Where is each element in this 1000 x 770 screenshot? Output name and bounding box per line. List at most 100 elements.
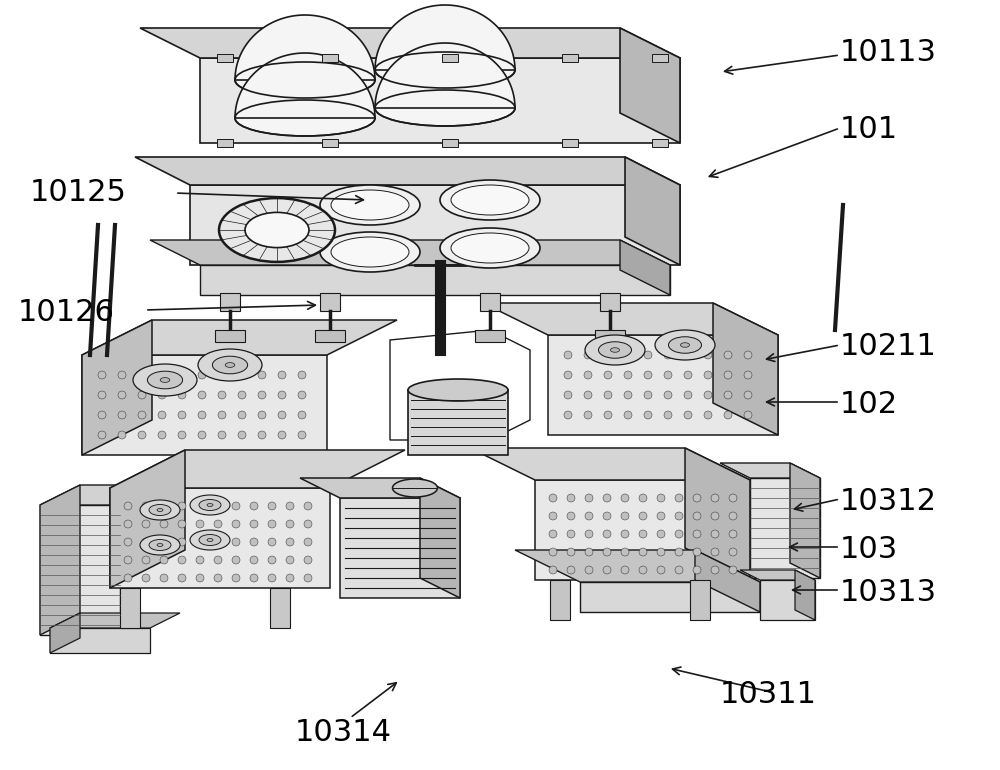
Circle shape [298,431,306,439]
Circle shape [549,566,557,574]
Bar [480,293,500,311]
Circle shape [250,556,258,564]
Bar [120,588,140,628]
Circle shape [644,391,652,399]
Circle shape [603,512,611,520]
Ellipse shape [199,500,221,511]
Ellipse shape [190,495,230,515]
Circle shape [603,530,611,538]
Circle shape [704,391,712,399]
Circle shape [268,556,276,564]
Circle shape [624,411,632,419]
Polygon shape [150,240,670,265]
Circle shape [160,520,168,528]
Polygon shape [760,580,815,620]
Polygon shape [535,480,750,580]
Circle shape [744,411,752,419]
Circle shape [258,431,266,439]
Ellipse shape [190,530,230,550]
Circle shape [298,411,306,419]
Circle shape [603,548,611,556]
Circle shape [232,574,240,582]
Circle shape [238,371,246,379]
Circle shape [304,520,312,528]
Circle shape [729,512,737,520]
Ellipse shape [235,100,375,136]
Circle shape [693,512,701,520]
Circle shape [304,502,312,510]
Polygon shape [110,488,330,588]
Polygon shape [190,185,680,265]
Ellipse shape [668,336,702,353]
Bar [220,293,240,311]
Circle shape [250,502,258,510]
Ellipse shape [140,500,180,520]
Polygon shape [795,570,815,620]
Circle shape [549,530,557,538]
Circle shape [98,411,106,419]
Circle shape [684,351,692,359]
Circle shape [268,502,276,510]
Polygon shape [82,320,397,355]
Polygon shape [40,485,80,635]
Polygon shape [200,265,670,295]
Circle shape [729,494,737,502]
Ellipse shape [140,535,180,555]
Ellipse shape [219,198,335,262]
Circle shape [142,574,150,582]
Circle shape [564,411,572,419]
Ellipse shape [320,232,420,272]
Circle shape [704,351,712,359]
Circle shape [278,391,286,399]
Circle shape [711,530,719,538]
Circle shape [604,371,612,379]
Circle shape [258,411,266,419]
Text: 103: 103 [840,535,898,564]
Circle shape [567,548,575,556]
Circle shape [657,494,665,502]
Circle shape [624,371,632,379]
Circle shape [639,548,647,556]
Polygon shape [235,15,375,80]
Polygon shape [375,43,515,108]
Polygon shape [720,463,820,478]
Ellipse shape [149,504,171,515]
Circle shape [124,556,132,564]
Circle shape [564,351,572,359]
Circle shape [585,494,593,502]
Circle shape [567,530,575,538]
Circle shape [142,502,150,510]
Bar [690,580,710,620]
Ellipse shape [149,540,171,551]
Circle shape [657,566,665,574]
Polygon shape [483,303,778,335]
Circle shape [178,502,186,510]
Circle shape [278,411,286,419]
Circle shape [158,431,166,439]
Circle shape [118,431,126,439]
Circle shape [584,411,592,419]
Polygon shape [420,478,460,598]
Ellipse shape [655,330,715,360]
Polygon shape [515,550,760,582]
Ellipse shape [440,180,540,220]
Circle shape [711,566,719,574]
Ellipse shape [225,363,235,367]
Circle shape [238,391,246,399]
Circle shape [711,494,719,502]
Ellipse shape [331,237,409,267]
Circle shape [621,494,629,502]
Circle shape [238,431,246,439]
Circle shape [218,431,226,439]
Circle shape [142,520,150,528]
Polygon shape [110,450,185,588]
Bar [320,293,340,311]
Circle shape [664,371,672,379]
Circle shape [564,371,572,379]
Circle shape [178,520,186,528]
Circle shape [118,411,126,419]
Circle shape [198,411,206,419]
Circle shape [684,411,692,419]
Circle shape [198,371,206,379]
Circle shape [304,556,312,564]
